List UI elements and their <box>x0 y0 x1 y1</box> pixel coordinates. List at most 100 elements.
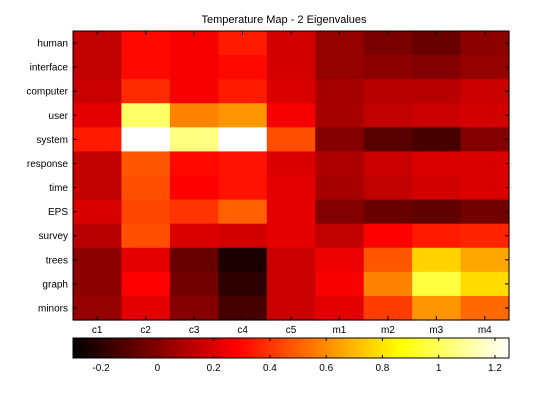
colorbar-tick-label: 0.6 <box>319 363 333 374</box>
heatmap-cell-time-c4 <box>218 175 268 201</box>
heatmap-cell-interface-m2 <box>363 55 413 80</box>
heatmap-cell-user-c1 <box>73 103 123 128</box>
heatmap-cell-EPS-m4 <box>460 199 510 225</box>
x-axis: c1 c2 c3 c4 c5 m1 m2 m3 m4 <box>92 31 492 336</box>
x-tick-label: m1 <box>332 325 346 336</box>
heatmap-cell-graph-m3 <box>412 271 462 297</box>
y-tick-label: EPS <box>48 207 68 218</box>
x-tick-label: c2 <box>140 325 151 336</box>
heatmap-cell-EPS-m3 <box>412 199 462 225</box>
heatmap-cell-response-c1 <box>73 151 123 177</box>
x-tick-label: m4 <box>478 325 492 336</box>
heatmap-cell-graph-c2 <box>121 271 171 297</box>
heatmap-cell-EPS-c4 <box>218 199 268 225</box>
y-tick-label: human <box>37 39 68 50</box>
heatmap-cell-EPS-c5 <box>266 199 316 225</box>
heatmap-cell-time-c2 <box>121 175 171 201</box>
x-tick-label: m3 <box>429 325 443 336</box>
heatmap-cell-computer-m2 <box>363 79 413 104</box>
heatmap-cell-interface-c2 <box>121 55 171 80</box>
colorbar-tick-label: 1 <box>436 363 442 374</box>
y-tick-label: time <box>49 183 68 194</box>
heatmap-cell-response-m2 <box>363 151 413 177</box>
heatmap-cell-trees-c2 <box>121 247 171 273</box>
heatmap-cell-survey-m3 <box>412 223 462 249</box>
heatmap-cell-human-m3 <box>412 31 462 56</box>
heatmap-cell-trees-m4 <box>460 247 510 273</box>
heatmap-cell-user-m3 <box>412 103 462 128</box>
colorbar-tick-label: 0.8 <box>375 363 389 374</box>
heatmap-cell-EPS-c2 <box>121 199 171 225</box>
x-tick-label: c1 <box>92 325 103 336</box>
colorbar-tick-label: 0 <box>155 363 161 374</box>
heatmap-cell-graph-c3 <box>169 271 219 297</box>
heatmap-cell-system-c2 <box>121 127 171 153</box>
heatmap-cell-survey-c4 <box>218 223 268 249</box>
heatmap-cell-system-c5 <box>266 127 316 153</box>
colorbar-tick-label: 0.2 <box>207 363 221 374</box>
chart-title: Temperature Map - 2 Eigenvalues <box>201 14 367 26</box>
heatmap-cell-survey-m1 <box>315 223 365 249</box>
heatmap-cell-response-m3 <box>412 151 462 177</box>
heatmap-cell-interface-c4 <box>218 55 268 80</box>
heatmap-cell-system-c3 <box>169 127 219 153</box>
heatmap-cell-time-m2 <box>363 175 413 201</box>
y-tick-label: interface <box>30 63 69 74</box>
y-tick-label: user <box>49 111 69 122</box>
heatmap-cell-human-c4 <box>218 31 268 56</box>
heatmap-cell-trees-m3 <box>412 247 462 273</box>
heatmap-cell-survey-c5 <box>266 223 316 249</box>
y-axis: human interface computer user system response… <box>26 39 509 315</box>
heatmap-cell-user-m2 <box>363 103 413 128</box>
colorbar-tick-label: 1.2 <box>488 363 502 374</box>
heatmap-cell-trees-c5 <box>266 247 316 273</box>
heatmap-cell-time-c1 <box>73 175 123 201</box>
x-tick-label: m2 <box>381 325 395 336</box>
heatmap-cell-graph-m2 <box>363 271 413 297</box>
heatmap-cell-system-c1 <box>73 127 123 153</box>
heatmap-cell-human-c3 <box>169 31 219 56</box>
heatmap-cell-system-m1 <box>315 127 365 153</box>
heatmap-cell-EPS-m2 <box>363 199 413 225</box>
x-tick-label: c5 <box>286 325 297 336</box>
heatmap-cell-interface-c5 <box>266 55 316 80</box>
heatmap-cell-user-c2 <box>121 103 171 128</box>
y-tick-label: response <box>27 159 69 170</box>
heatmap-cell-system-c4 <box>218 127 268 153</box>
heatmap-cell-time-m1 <box>315 175 365 201</box>
heatmap-cell-user-c5 <box>266 103 316 128</box>
heatmap-cell-computer-m1 <box>315 79 365 104</box>
heatmap-cell-user-m4 <box>460 103 510 128</box>
heatmap-cell-interface-m1 <box>315 55 365 80</box>
y-tick-label: trees <box>46 255 68 266</box>
x-tick-label: c4 <box>237 325 248 336</box>
heatmap-cell-graph-c4 <box>218 271 268 297</box>
heatmap-cell-trees-m1 <box>315 247 365 273</box>
heatmap-cell-interface-c1 <box>73 55 123 80</box>
colorbar <box>72 337 510 359</box>
heatmap-cell-user-c3 <box>169 103 219 128</box>
heatmap-cell-graph-m1 <box>315 271 365 297</box>
heatmap-cell-time-m3 <box>412 175 462 201</box>
heatmap-cell-response-c2 <box>121 151 171 177</box>
y-tick-label: survey <box>39 231 68 242</box>
heatmap-cell-graph-c5 <box>266 271 316 297</box>
heatmap-cell-system-m3 <box>412 127 462 153</box>
heatmap-cell-response-m4 <box>460 151 510 177</box>
heatmap-cell-system-m4 <box>460 127 510 153</box>
heatmap-cell-response-c3 <box>169 151 219 177</box>
heatmap-cell-interface-c3 <box>169 55 219 80</box>
heatmap-cell-human-m1 <box>315 31 365 56</box>
heatmap-cell-time-c5 <box>266 175 316 201</box>
heatmap-cell-response-m1 <box>315 151 365 177</box>
heatmap-cell-survey-c2 <box>121 223 171 249</box>
heatmap-cell-EPS-c1 <box>73 199 123 225</box>
heatmap-cell-response-c4 <box>218 151 268 177</box>
heatmap-cell-computer-c3 <box>169 79 219 104</box>
heatmap-cell-trees-c3 <box>169 247 219 273</box>
x-tick-label: c3 <box>189 325 200 336</box>
heatmap-cell-survey-c1 <box>73 223 123 249</box>
heatmap-cell-computer-c2 <box>121 79 171 104</box>
heatmap-cell-computer-c5 <box>266 79 316 104</box>
